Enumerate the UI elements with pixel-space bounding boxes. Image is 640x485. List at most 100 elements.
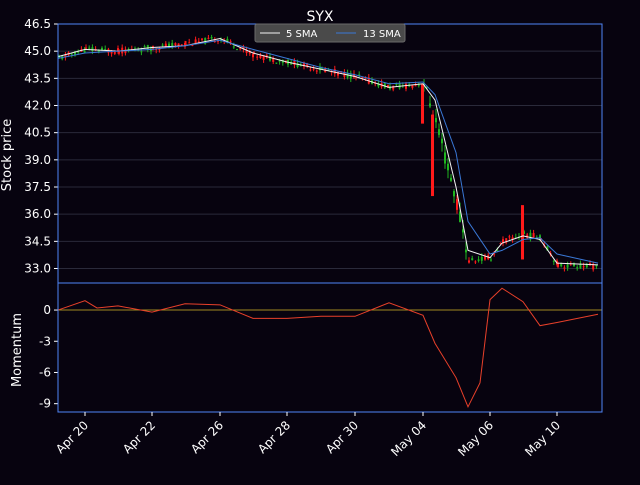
legend: 5 SMA 13 SMA (254, 23, 406, 43)
x-tick-label: Apr 28 (255, 418, 293, 456)
sma5-line (57, 37, 599, 266)
candle-body (441, 138, 443, 144)
momentum-y-axis-label: Momentum (10, 313, 25, 387)
candle-body (309, 69, 312, 71)
candle-body (171, 43, 174, 47)
candle-body (477, 259, 480, 261)
candle-body (417, 84, 420, 86)
x-tick-label: Apr 26 (188, 418, 226, 456)
candle-spike (421, 83, 424, 124)
candle-body (140, 51, 143, 53)
candle-body (146, 45, 149, 50)
candle-body (113, 50, 116, 54)
candle-body (361, 76, 364, 78)
candle-body (585, 264, 588, 268)
candle-body (184, 42, 186, 46)
candle-body (242, 47, 245, 49)
candle-body (444, 152, 446, 164)
candle-body (168, 43, 170, 48)
candle-body (252, 53, 254, 58)
candle-body (395, 84, 398, 86)
momentum-tick-label: 0 (43, 303, 51, 317)
candle-body (207, 37, 210, 39)
candle-body (293, 60, 296, 65)
candle-body (405, 83, 407, 89)
price-tick-label: 33.0 (24, 262, 51, 276)
candle-body (118, 51, 120, 54)
x-tick-label: Apr 20 (53, 418, 91, 456)
candle-body (465, 249, 467, 253)
candle-body (383, 83, 386, 88)
candle-body (303, 62, 305, 67)
candle-body (532, 233, 535, 238)
candle-body (226, 38, 229, 42)
candle-spike (431, 114, 434, 197)
candle-body (592, 263, 595, 270)
candle-body (191, 44, 194, 46)
price-tick-label: 40.5 (24, 126, 51, 140)
candle-body (312, 68, 315, 70)
x-tick-label: May 06 (455, 418, 496, 459)
momentum-tick-label: -3 (39, 334, 51, 348)
candle-body (259, 54, 262, 59)
candle-body (496, 250, 499, 252)
price-tick-label: 46.5 (24, 17, 51, 31)
candle-body (64, 54, 67, 58)
candle-body (490, 259, 492, 261)
candle-body (104, 49, 107, 51)
candle-body (319, 66, 321, 71)
candle-body (97, 50, 100, 52)
candle-body (529, 232, 532, 239)
price-tick-label: 34.5 (24, 234, 51, 248)
x-tick-label: Apr 30 (323, 418, 361, 456)
price-y-axis-label: Stock price (0, 119, 15, 191)
candle-body (364, 77, 367, 79)
candle-body (296, 63, 299, 67)
candle-body (174, 43, 177, 45)
candle-body (110, 51, 113, 54)
candle-body (429, 103, 431, 107)
candle-body (239, 48, 242, 50)
candle-body (210, 37, 213, 39)
candle-body (83, 50, 86, 53)
candle-body (508, 236, 511, 238)
candle-body (377, 83, 380, 87)
candle-body (566, 264, 569, 268)
candle-body (387, 84, 389, 88)
chart-title: SYX (306, 9, 333, 25)
candle-body (414, 85, 417, 87)
x-tick-label: May 04 (388, 418, 429, 459)
candle-body (253, 51, 255, 53)
candle-body (188, 42, 191, 44)
candle-spike (521, 205, 524, 260)
candle-body (275, 62, 278, 64)
candle-body (392, 85, 395, 90)
candle-body (245, 50, 248, 53)
candle-body (321, 67, 323, 69)
candle-body (459, 211, 461, 222)
legend-label-13sma: 13 SMA (363, 29, 401, 40)
momentum-line (57, 287, 599, 409)
price-tick-label: 45.0 (24, 44, 51, 58)
candle-body (164, 43, 167, 47)
candle-body (197, 41, 200, 43)
candle-body (563, 267, 566, 269)
candle-body (582, 266, 585, 268)
candle-body (77, 51, 80, 53)
momentum-tick-label: -9 (39, 397, 51, 411)
candle-body (450, 177, 452, 181)
candle-body (333, 69, 336, 74)
candle-body (88, 47, 91, 49)
candle-body (411, 84, 414, 88)
candle-body (299, 64, 302, 67)
candle-body (185, 44, 187, 46)
candle-body (511, 237, 514, 240)
momentum-panel-background (58, 283, 602, 412)
candle-body (557, 262, 559, 267)
legend-box (254, 23, 406, 43)
candle-body (502, 239, 504, 244)
candle-body (262, 55, 265, 60)
candle-body (526, 234, 529, 238)
